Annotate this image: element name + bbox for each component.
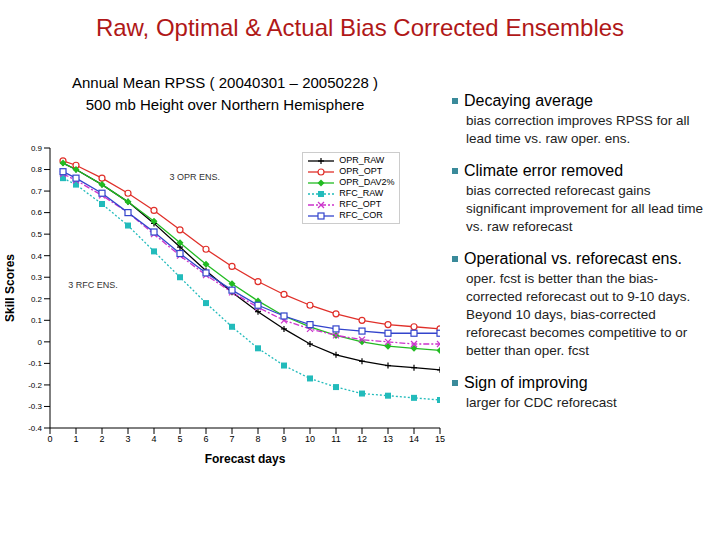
svg-text:6: 6: [203, 434, 208, 444]
svg-text:-0.3: -0.3: [28, 402, 42, 411]
svg-text:4: 4: [151, 434, 156, 444]
svg-text:-0.4: -0.4: [28, 424, 42, 433]
html-text:Operational vs. reforecast ens: Operational vs. reforecast ens.: [464, 250, 682, 267]
svg-text:0.3: 0.3: [31, 273, 43, 282]
html-text:OPR_OPT: OPR_OPT: [339, 166, 383, 176]
html-text:Decaying average: Decaying average: [464, 92, 593, 109]
svg-text:0.8: 0.8: [31, 165, 43, 174]
svg-text:0.4: 0.4: [31, 252, 43, 261]
html-text:Climate error removed: Climate error removed: [464, 162, 624, 179]
html-text:RFC_COR: RFC_COR: [339, 210, 383, 220]
html-text:3 OPR ENS.: 3 OPR ENS.: [169, 172, 221, 183]
svg-text:0.7: 0.7: [31, 187, 43, 196]
svg-text:-0.2: -0.2: [28, 381, 42, 390]
svg-text:Skill Scores: Skill Scores: [8, 254, 17, 322]
svg-text:0.6: 0.6: [31, 208, 43, 217]
svg-text:0.2: 0.2: [31, 295, 43, 304]
svg-text:1: 1: [73, 434, 78, 444]
svg-text:0: 0: [38, 338, 43, 347]
svg-text:0.1: 0.1: [31, 316, 43, 325]
svg-text:8: 8: [255, 434, 260, 444]
html-text:OPR_DAV2%: OPR_DAV2%: [339, 177, 395, 187]
html-text:Raw, Optimal & Actual Bias Cor: Raw, Optimal & Actual Bias Corrected Ens…: [95, 14, 625, 41]
svg-text:7: 7: [229, 434, 234, 444]
svg-text:2: 2: [99, 434, 104, 444]
html-text:bias corrected reforecast gain: bias corrected reforecast gains signific…: [466, 183, 704, 234]
svg-text:-0.1: -0.1: [28, 359, 42, 368]
svg-text:3: 3: [125, 434, 130, 444]
svg-text:11: 11: [331, 434, 340, 444]
html-text:OPR_RAW: OPR_RAW: [339, 155, 385, 165]
html-text:RFC_RAW: RFC_RAW: [339, 188, 384, 198]
html-text:bias correction improves RPSS: bias correction improves RPSS for all le…: [466, 113, 690, 146]
svg-text:14: 14: [409, 434, 419, 444]
html-text:oper. fcst is better than the: oper. fcst is better than the bias-corre…: [466, 271, 691, 358]
svg-text:15: 15: [435, 434, 445, 444]
html-text:Annual Mean RPSS ( 20040301 –: Annual Mean RPSS ( 20040301 – 20050228 ): [72, 74, 378, 91]
svg-text:9: 9: [281, 434, 286, 444]
html-text:larger for CDC reforecast: larger for CDC reforecast: [466, 395, 617, 410]
svg-text:0.5: 0.5: [31, 230, 43, 239]
svg-text:5: 5: [177, 434, 182, 444]
html-text:Sign of improving: Sign of improving: [464, 374, 588, 391]
svg-text:10: 10: [305, 434, 315, 444]
svg-text:12: 12: [357, 434, 367, 444]
html-text:500 mb Height over Northern He: 500 mb Height over Northern Hemisphere: [85, 96, 365, 113]
html-text:RFC_OPT: RFC_OPT: [339, 199, 382, 209]
svg-text:0.9: 0.9: [31, 144, 43, 153]
html-text:3 RFC ENS.: 3 RFC ENS.: [68, 279, 118, 290]
svg-text:13: 13: [383, 434, 393, 444]
svg-text:0: 0: [47, 434, 52, 444]
svg-text:Forecast days: Forecast days: [205, 452, 286, 466]
